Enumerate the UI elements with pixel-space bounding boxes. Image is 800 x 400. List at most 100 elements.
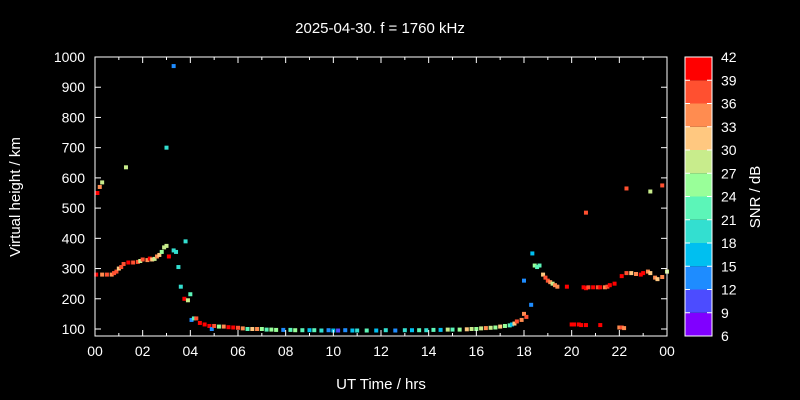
y-tick-label: 400 — [62, 230, 86, 246]
x-tick-label: 02 — [135, 343, 151, 359]
data-points — [94, 64, 669, 333]
data-point — [529, 302, 534, 307]
data-point — [319, 328, 324, 333]
colorbar-band — [685, 57, 712, 81]
data-point — [479, 326, 484, 331]
data-point — [112, 271, 117, 276]
data-point — [612, 281, 617, 286]
data-point — [189, 317, 194, 322]
data-point — [94, 272, 99, 277]
x-tick-label: 16 — [469, 343, 485, 359]
x-tick-label: 08 — [278, 343, 294, 359]
data-point — [502, 323, 507, 328]
data-point — [438, 327, 443, 332]
data-point — [483, 326, 488, 331]
colorbar-tick-label: 42 — [721, 49, 737, 65]
colorbar-tick-label: 36 — [721, 96, 737, 112]
data-point — [655, 277, 660, 282]
data-point — [259, 327, 264, 331]
data-point — [174, 249, 179, 254]
data-point — [154, 254, 159, 259]
y-tick-label: 900 — [62, 79, 86, 95]
data-point — [583, 286, 588, 291]
data-point — [624, 186, 629, 191]
data-point — [343, 328, 348, 333]
y-axis-label: Virtual height / km — [7, 137, 24, 257]
colorbar: 6 9 12 15 18 21 24 27 30 33 36 39 42 — [684, 49, 737, 344]
data-point — [269, 327, 274, 332]
data-point — [576, 322, 581, 327]
data-point — [293, 328, 298, 333]
data-point — [524, 314, 529, 319]
x-tick-label: 10 — [326, 343, 342, 359]
data-point — [250, 327, 255, 331]
data-point — [159, 249, 164, 254]
data-point — [648, 189, 653, 194]
y-tick-label: 500 — [62, 200, 86, 216]
colorbar-tick-label: 12 — [721, 282, 737, 298]
data-point — [104, 272, 109, 277]
data-point — [598, 323, 603, 328]
y-tick-label: 700 — [62, 140, 86, 156]
data-point — [194, 316, 199, 321]
colorbar-tick-label: 24 — [721, 189, 737, 205]
y-tick-label: 800 — [62, 109, 86, 125]
data-point — [510, 322, 515, 327]
data-point — [537, 263, 542, 268]
data-point — [424, 328, 429, 333]
data-point — [469, 327, 474, 331]
y-tick-label: 600 — [62, 170, 86, 186]
data-point — [145, 258, 150, 263]
colorbar-band — [685, 126, 712, 150]
data-point — [123, 165, 128, 170]
data-point — [162, 245, 167, 250]
data-point — [135, 259, 140, 264]
data-point — [498, 324, 503, 329]
colorbar-band — [685, 219, 712, 243]
data-point — [240, 326, 245, 331]
data-point — [507, 323, 512, 328]
y-tick-label: 300 — [62, 261, 86, 277]
data-point — [541, 272, 546, 277]
colorbar-band — [685, 196, 712, 220]
data-point — [121, 262, 126, 267]
data-point — [607, 283, 612, 288]
data-point — [579, 323, 584, 328]
data-point — [374, 328, 379, 333]
data-point — [519, 317, 524, 322]
data-point — [603, 285, 608, 290]
data-point — [409, 328, 414, 333]
data-point — [131, 260, 136, 265]
data-point — [138, 259, 143, 263]
data-point — [522, 278, 526, 283]
x-tick-label: 22 — [612, 343, 628, 359]
colorbar-tick-label: 15 — [721, 258, 737, 274]
data-point — [660, 183, 665, 188]
chart-title: 2025-04-30. f = 1760 kHz — [295, 20, 465, 37]
data-point — [564, 284, 569, 289]
axes: 00 02 04 06 08 10 12 14 16 18 20 22 0010020030040050… — [54, 49, 675, 359]
data-point — [543, 275, 548, 280]
colorbar-band — [685, 312, 712, 336]
data-point — [212, 323, 217, 328]
data-point — [488, 325, 493, 330]
colorbar-band — [685, 243, 712, 267]
data-point — [450, 327, 455, 332]
colorbar-label: SNR / dB — [747, 166, 764, 229]
data-point — [535, 265, 540, 270]
colorbar-tick-label: 27 — [721, 165, 737, 181]
data-point — [226, 325, 231, 330]
data-point — [100, 180, 105, 185]
data-point — [216, 324, 221, 329]
data-point — [188, 292, 193, 297]
data-point — [393, 328, 398, 333]
data-point — [634, 271, 639, 276]
data-point — [119, 265, 124, 270]
data-point — [619, 274, 624, 279]
colorbar-tick-label: 30 — [721, 142, 737, 158]
data-point — [164, 145, 169, 150]
data-point — [641, 271, 646, 276]
colorbar-tick-label: 18 — [721, 235, 737, 251]
data-point — [622, 326, 627, 331]
